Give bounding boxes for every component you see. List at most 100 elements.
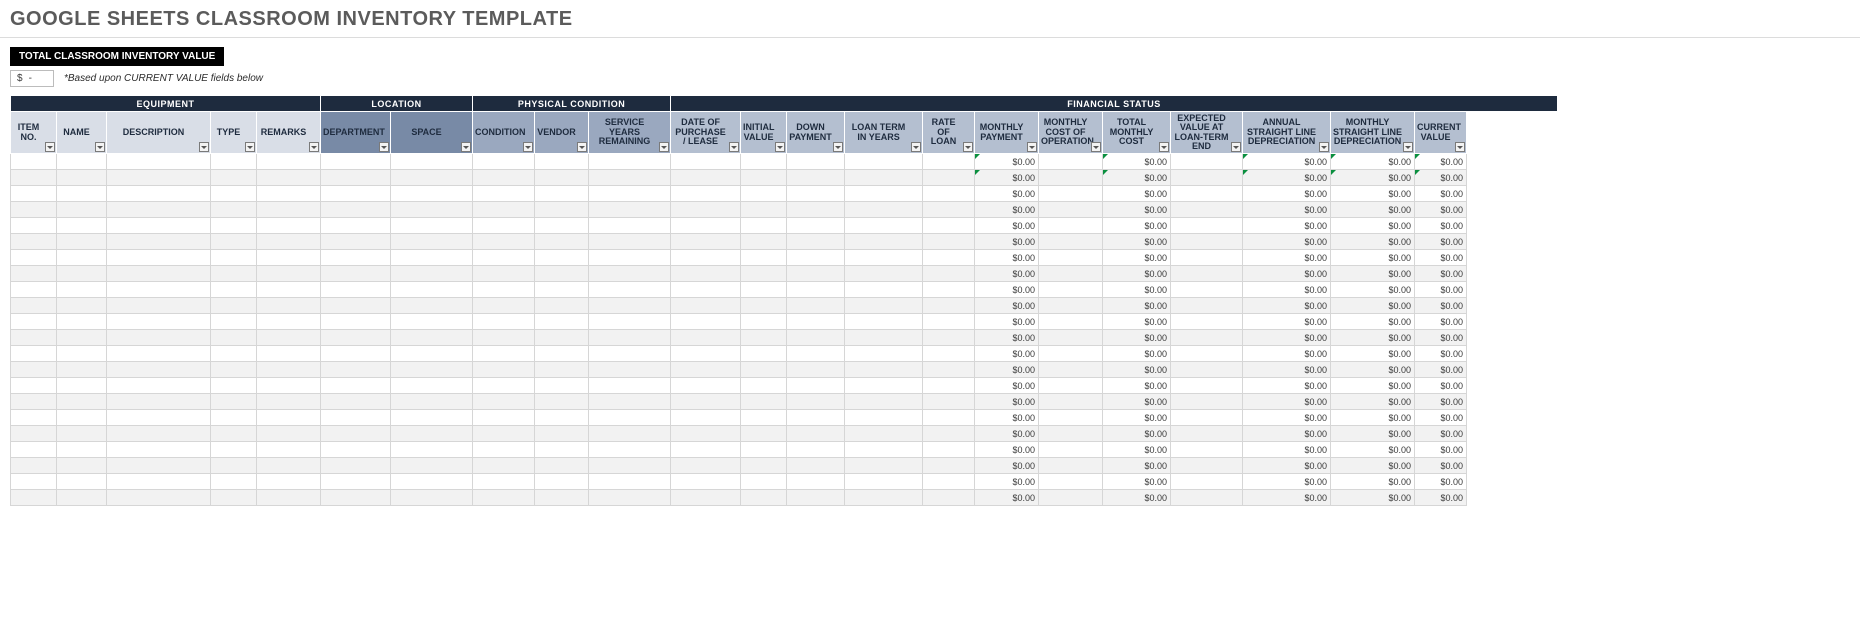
cell[interactable] [211,442,257,458]
cell[interactable] [211,202,257,218]
cell[interactable] [57,490,107,506]
cell[interactable]: $0.00 [1415,250,1467,266]
cell[interactable]: $0.00 [1415,298,1467,314]
cell[interactable] [741,154,787,170]
cell[interactable] [257,378,321,394]
cell[interactable] [107,202,211,218]
cell[interactable]: $0.00 [1415,282,1467,298]
cell[interactable] [1171,474,1243,490]
cell[interactable]: $0.00 [1243,282,1331,298]
cell[interactable] [391,346,473,362]
cell[interactable]: $0.00 [1103,186,1171,202]
cell[interactable] [741,202,787,218]
cell[interactable]: $0.00 [1243,298,1331,314]
cell[interactable]: $0.00 [1243,154,1331,170]
cell[interactable] [391,474,473,490]
cell[interactable] [1171,186,1243,202]
cell[interactable] [257,346,321,362]
filter-dropdown-icon[interactable] [379,142,389,152]
cell[interactable] [211,362,257,378]
cell[interactable]: $0.00 [1415,394,1467,410]
cell[interactable] [257,426,321,442]
cell[interactable] [391,394,473,410]
cell[interactable] [321,378,391,394]
cell[interactable] [845,234,923,250]
cell[interactable] [787,362,845,378]
cell[interactable] [473,426,535,442]
cell[interactable] [391,186,473,202]
cell[interactable] [1171,458,1243,474]
cell[interactable] [589,346,671,362]
cell[interactable] [845,218,923,234]
cell[interactable] [671,154,741,170]
filter-dropdown-icon[interactable] [1231,142,1241,152]
cell[interactable]: $0.00 [1243,442,1331,458]
cell[interactable] [845,490,923,506]
cell[interactable] [107,426,211,442]
cell[interactable] [535,346,589,362]
cell[interactable]: $0.00 [1103,314,1171,330]
cell[interactable] [391,314,473,330]
cell[interactable] [257,170,321,186]
filter-dropdown-icon[interactable] [199,142,209,152]
cell[interactable] [11,218,57,234]
cell[interactable] [391,170,473,186]
cell[interactable]: $0.00 [1243,218,1331,234]
cell[interactable]: $0.00 [975,362,1039,378]
cell[interactable] [741,362,787,378]
cell[interactable] [57,346,107,362]
cell[interactable]: $0.00 [1331,170,1415,186]
cell[interactable] [11,154,57,170]
filter-dropdown-icon[interactable] [1403,142,1413,152]
cell[interactable] [257,250,321,266]
cell[interactable]: $0.00 [975,234,1039,250]
cell[interactable] [257,458,321,474]
cell[interactable] [535,474,589,490]
cell[interactable] [11,186,57,202]
cell[interactable] [741,490,787,506]
cell[interactable]: $0.00 [1103,170,1171,186]
cell[interactable] [741,266,787,282]
cell[interactable] [845,330,923,346]
cell[interactable] [1039,474,1103,490]
cell[interactable] [211,346,257,362]
cell[interactable] [391,266,473,282]
cell[interactable] [1039,378,1103,394]
cell[interactable] [1039,298,1103,314]
cell[interactable] [11,170,57,186]
cell[interactable]: $0.00 [1331,314,1415,330]
cell[interactable] [535,250,589,266]
cell[interactable]: $0.00 [1243,426,1331,442]
cell[interactable] [321,394,391,410]
cell[interactable] [741,378,787,394]
cell[interactable] [57,314,107,330]
cell[interactable]: $0.00 [1103,218,1171,234]
cell[interactable]: $0.00 [1415,426,1467,442]
cell[interactable] [257,298,321,314]
cell[interactable] [1039,362,1103,378]
cell[interactable] [107,394,211,410]
cell[interactable] [1039,154,1103,170]
cell[interactable]: $0.00 [1331,474,1415,490]
cell[interactable] [787,314,845,330]
cell[interactable] [1039,170,1103,186]
cell[interactable] [211,218,257,234]
cell[interactable]: $0.00 [1103,234,1171,250]
cell[interactable] [107,234,211,250]
cell[interactable] [211,394,257,410]
cell[interactable] [473,234,535,250]
cell[interactable] [1039,442,1103,458]
cell[interactable] [741,394,787,410]
cell[interactable] [535,442,589,458]
cell[interactable] [787,298,845,314]
cell[interactable] [589,330,671,346]
cell[interactable] [57,442,107,458]
cell[interactable]: $0.00 [1331,426,1415,442]
cell[interactable] [321,218,391,234]
cell[interactable] [589,474,671,490]
cell[interactable] [473,394,535,410]
cell[interactable] [57,186,107,202]
cell[interactable] [923,186,975,202]
cell[interactable] [671,298,741,314]
cell[interactable] [671,234,741,250]
